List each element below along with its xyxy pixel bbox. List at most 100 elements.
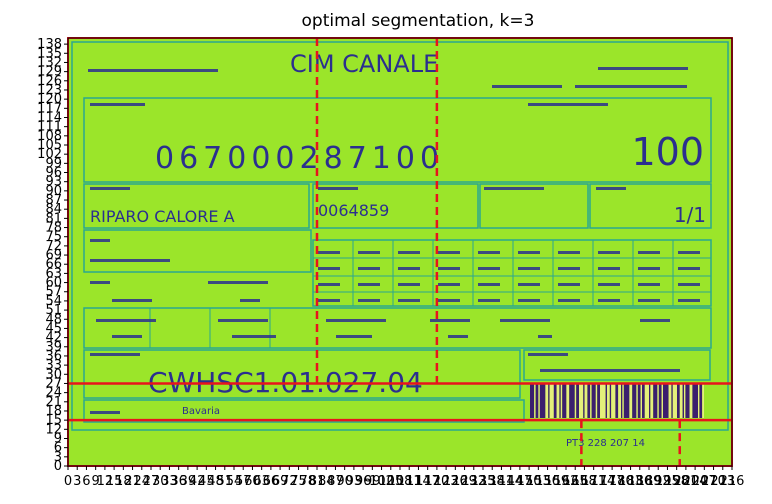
barcode-bar (605, 384, 607, 418)
table-cell-scribble (558, 251, 580, 254)
y-tick-label: 48 (45, 312, 62, 327)
x-tick-label: 93 (346, 474, 363, 489)
description-box (83, 183, 310, 229)
barcode-human-text: PT3 228 207 14 (566, 438, 645, 449)
y-tick-label: 84 (45, 202, 62, 217)
barcode-space (549, 384, 554, 418)
barcode-space (661, 384, 663, 418)
barcode-space (618, 384, 621, 418)
y-tick-label: 81 (45, 211, 62, 226)
barcode-space (590, 384, 592, 418)
y-tick-label: 105 (37, 138, 62, 153)
x-tick-label: 168 (572, 474, 597, 489)
table-cell-scribble (558, 267, 580, 270)
y-tick-label: 72 (45, 239, 62, 254)
x-tick-label: 33 (161, 474, 178, 489)
x-tick-label: 201 (673, 474, 698, 489)
box-e-caption-2 (90, 259, 170, 262)
x-tick-label: 162 (554, 474, 579, 489)
y-tick-label: 24 (45, 386, 62, 401)
y-tick-label: 33 (45, 358, 62, 373)
y-tick-label: 114 (37, 110, 62, 125)
x-tick-label: 51 (217, 474, 234, 489)
barcode-space (545, 384, 549, 418)
x-tick-label: 213 (710, 474, 735, 489)
x-tick-label: 111 (397, 474, 422, 489)
barcode-bar (615, 384, 619, 418)
barcode-bar (553, 384, 557, 418)
x-tick-label: 102 (369, 474, 394, 489)
barcode-bar (649, 384, 651, 418)
barcode-bar (591, 384, 596, 418)
chart-title: optimal segmentation, k=3 (302, 11, 535, 31)
table-cell-scribble (638, 267, 660, 270)
row-f-scribble-3 (326, 319, 386, 322)
barcode-bar (548, 384, 550, 418)
table-cell-scribble (478, 283, 500, 286)
barcode-space (650, 384, 654, 418)
x-tick-label: 129 (452, 474, 477, 489)
header-scribble-right-2 (492, 85, 562, 88)
table-cell-scribble (478, 251, 500, 254)
table-cell-scribble (518, 251, 540, 254)
barcode-space (629, 384, 633, 418)
x-tick-label: 96 (355, 474, 372, 489)
x-tick-label: 54 (226, 474, 243, 489)
material-box (83, 399, 525, 423)
box-e (83, 229, 312, 273)
x-tick-label: 90 (336, 474, 353, 489)
row-f-value-4 (448, 335, 468, 338)
barcode-space (668, 384, 672, 418)
barcode-caption-box (523, 349, 711, 381)
row-f-value-3 (336, 335, 372, 338)
barcode-bar (632, 384, 637, 418)
x-tick-label: 171 (581, 474, 606, 489)
x-tick-label: 147 (507, 474, 532, 489)
x-tick-label: 63 (253, 474, 270, 489)
barcode-bar (682, 384, 684, 418)
x-tick-label: 114 (406, 474, 431, 489)
barcode-space (698, 384, 700, 418)
code-caption-scribble (90, 103, 145, 106)
table-cell-scribble (478, 299, 500, 302)
x-tick-label: 186 (627, 474, 652, 489)
y-tick-label: 60 (45, 276, 62, 291)
qty-caption-scribble (528, 103, 608, 106)
y-tick-label: 102 (37, 147, 62, 162)
y-tick-label: 39 (45, 340, 62, 355)
box-d-caption-scribble (596, 187, 626, 190)
x-tick-label: 66 (263, 474, 280, 489)
quantity-text: 100 (631, 130, 704, 174)
x-tick-label: 75 (290, 474, 307, 489)
x-tick-label: 0 (64, 474, 72, 489)
barcode-bar (597, 384, 600, 418)
y-tick-label: 3 (54, 450, 62, 465)
y-tick-label: 57 (45, 285, 62, 300)
barcode-bar (663, 384, 669, 418)
x-tick-label: 36 (170, 474, 187, 489)
table-cell-scribble (398, 299, 420, 302)
table-cell-scribble (318, 299, 340, 302)
table-cell-scribble (678, 267, 700, 270)
table-cell-scribble (638, 299, 660, 302)
y-tick-label: 21 (45, 395, 62, 410)
material-text: Bavaria (182, 406, 220, 417)
x-tick-label: 84 (318, 474, 335, 489)
table-cell-scribble (598, 267, 620, 270)
header-scribble-right-1 (598, 67, 688, 70)
x-tick-label: 12 (97, 474, 114, 489)
x-tick-label: 153 (526, 474, 551, 489)
x-tick-label: 30 (152, 474, 169, 489)
y-tick-label: 54 (45, 294, 62, 309)
row-f-value-2 (232, 335, 276, 338)
x-tick-label: 165 (563, 474, 588, 489)
table-cell-scribble (398, 267, 420, 270)
y-tick-label: 120 (37, 92, 62, 107)
y-tick-label: 18 (45, 404, 62, 419)
y-tick-label: 99 (45, 156, 62, 171)
table-cell-scribble (558, 299, 580, 302)
lot-text: 0064859 (318, 201, 389, 220)
x-tick-label: 138 (480, 474, 505, 489)
y-tick-label: 108 (37, 129, 62, 144)
code-number-text: 067000287100 (155, 141, 444, 176)
